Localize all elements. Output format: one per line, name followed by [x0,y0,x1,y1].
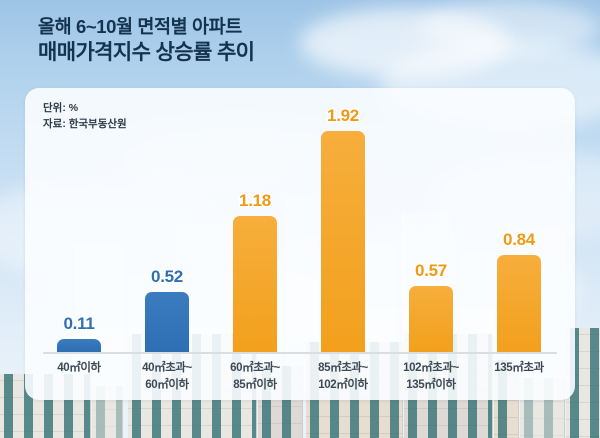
bar-column: 0.52 40㎡초과~ 60㎡이하 [123,88,211,400]
headline-line-1: 올해 6~10월 면적별 아파트 [38,16,242,37]
cloud-shape [420,0,600,55]
category-label: 60㎡초과~ 85㎡이하 [205,360,305,395]
bar-value-label: 1.92 [325,104,360,126]
unit-label: 단위: % [43,102,79,114]
headline-line-2: 매매가격지수 상승률 추이 [38,40,255,64]
bar-column: 0.84 135㎡초과 [475,88,563,400]
category-label-line: 40㎡이하 [57,362,101,374]
source-label: 자료: 한국부동산원 [43,118,127,131]
category-label-line: 135㎡이하 [406,379,456,392]
bar-column: 0.57 102㎡초과~ 135㎡이하 [387,88,475,400]
bar-rect[interactable] [57,339,101,352]
category-label: 135㎡초과 [469,360,569,377]
axis-baseline [43,352,557,354]
bar-value-label: 0.57 [413,259,448,281]
category-label: 40㎡이하 [29,360,129,377]
bar-column: 1.18 60㎡초과~ 85㎡이하 [211,88,299,400]
category-label: 85㎡초과~ 102㎡이하 [293,360,393,395]
bar-rect[interactable] [321,131,365,352]
bar-value-label: 1.18 [237,189,272,211]
category-label-line: 85㎡초과~ [318,362,368,374]
category-label-line: 40㎡초과~ [142,362,192,374]
category-label-line: 102㎡초과~ [403,362,459,374]
category-label: 102㎡초과~ 135㎡이하 [381,360,481,395]
bar-value-label: 0.52 [149,265,184,287]
chart-card: 단위: % 자료: 한국부동산원 0.11 40㎡이하 0.52 40㎡초과~ … [25,88,575,400]
category-label: 40㎡초과~ 60㎡이하 [117,360,217,395]
category-label-line: 102㎡이하 [318,379,368,392]
bar-rect[interactable] [409,286,453,352]
bar-rect[interactable] [233,216,277,352]
category-label-line: 135㎡초과 [494,362,544,374]
chart-meta: 단위: % 자료: 한국부동산원 [43,100,127,133]
bar-value-label: 0.84 [501,228,536,250]
bar-value-label: 0.11 [62,312,96,334]
category-label-line: 60㎡초과~ [230,362,280,374]
bar-rect[interactable] [497,255,541,352]
category-label-line: 60㎡이하 [145,379,189,392]
bar-column: 0.11 40㎡이하 [35,88,123,400]
headline: 올해 6~10월 면적별 아파트 매매가격지수 상승률 추이 [38,16,255,65]
bar-chart-plot: 0.11 40㎡이하 0.52 40㎡초과~ 60㎡이하 1.18 [35,88,565,400]
category-label-line: 85㎡이하 [233,379,277,392]
bar-column: 1.92 85㎡초과~ 102㎡이하 [299,88,387,400]
bar-rect[interactable] [145,292,189,352]
